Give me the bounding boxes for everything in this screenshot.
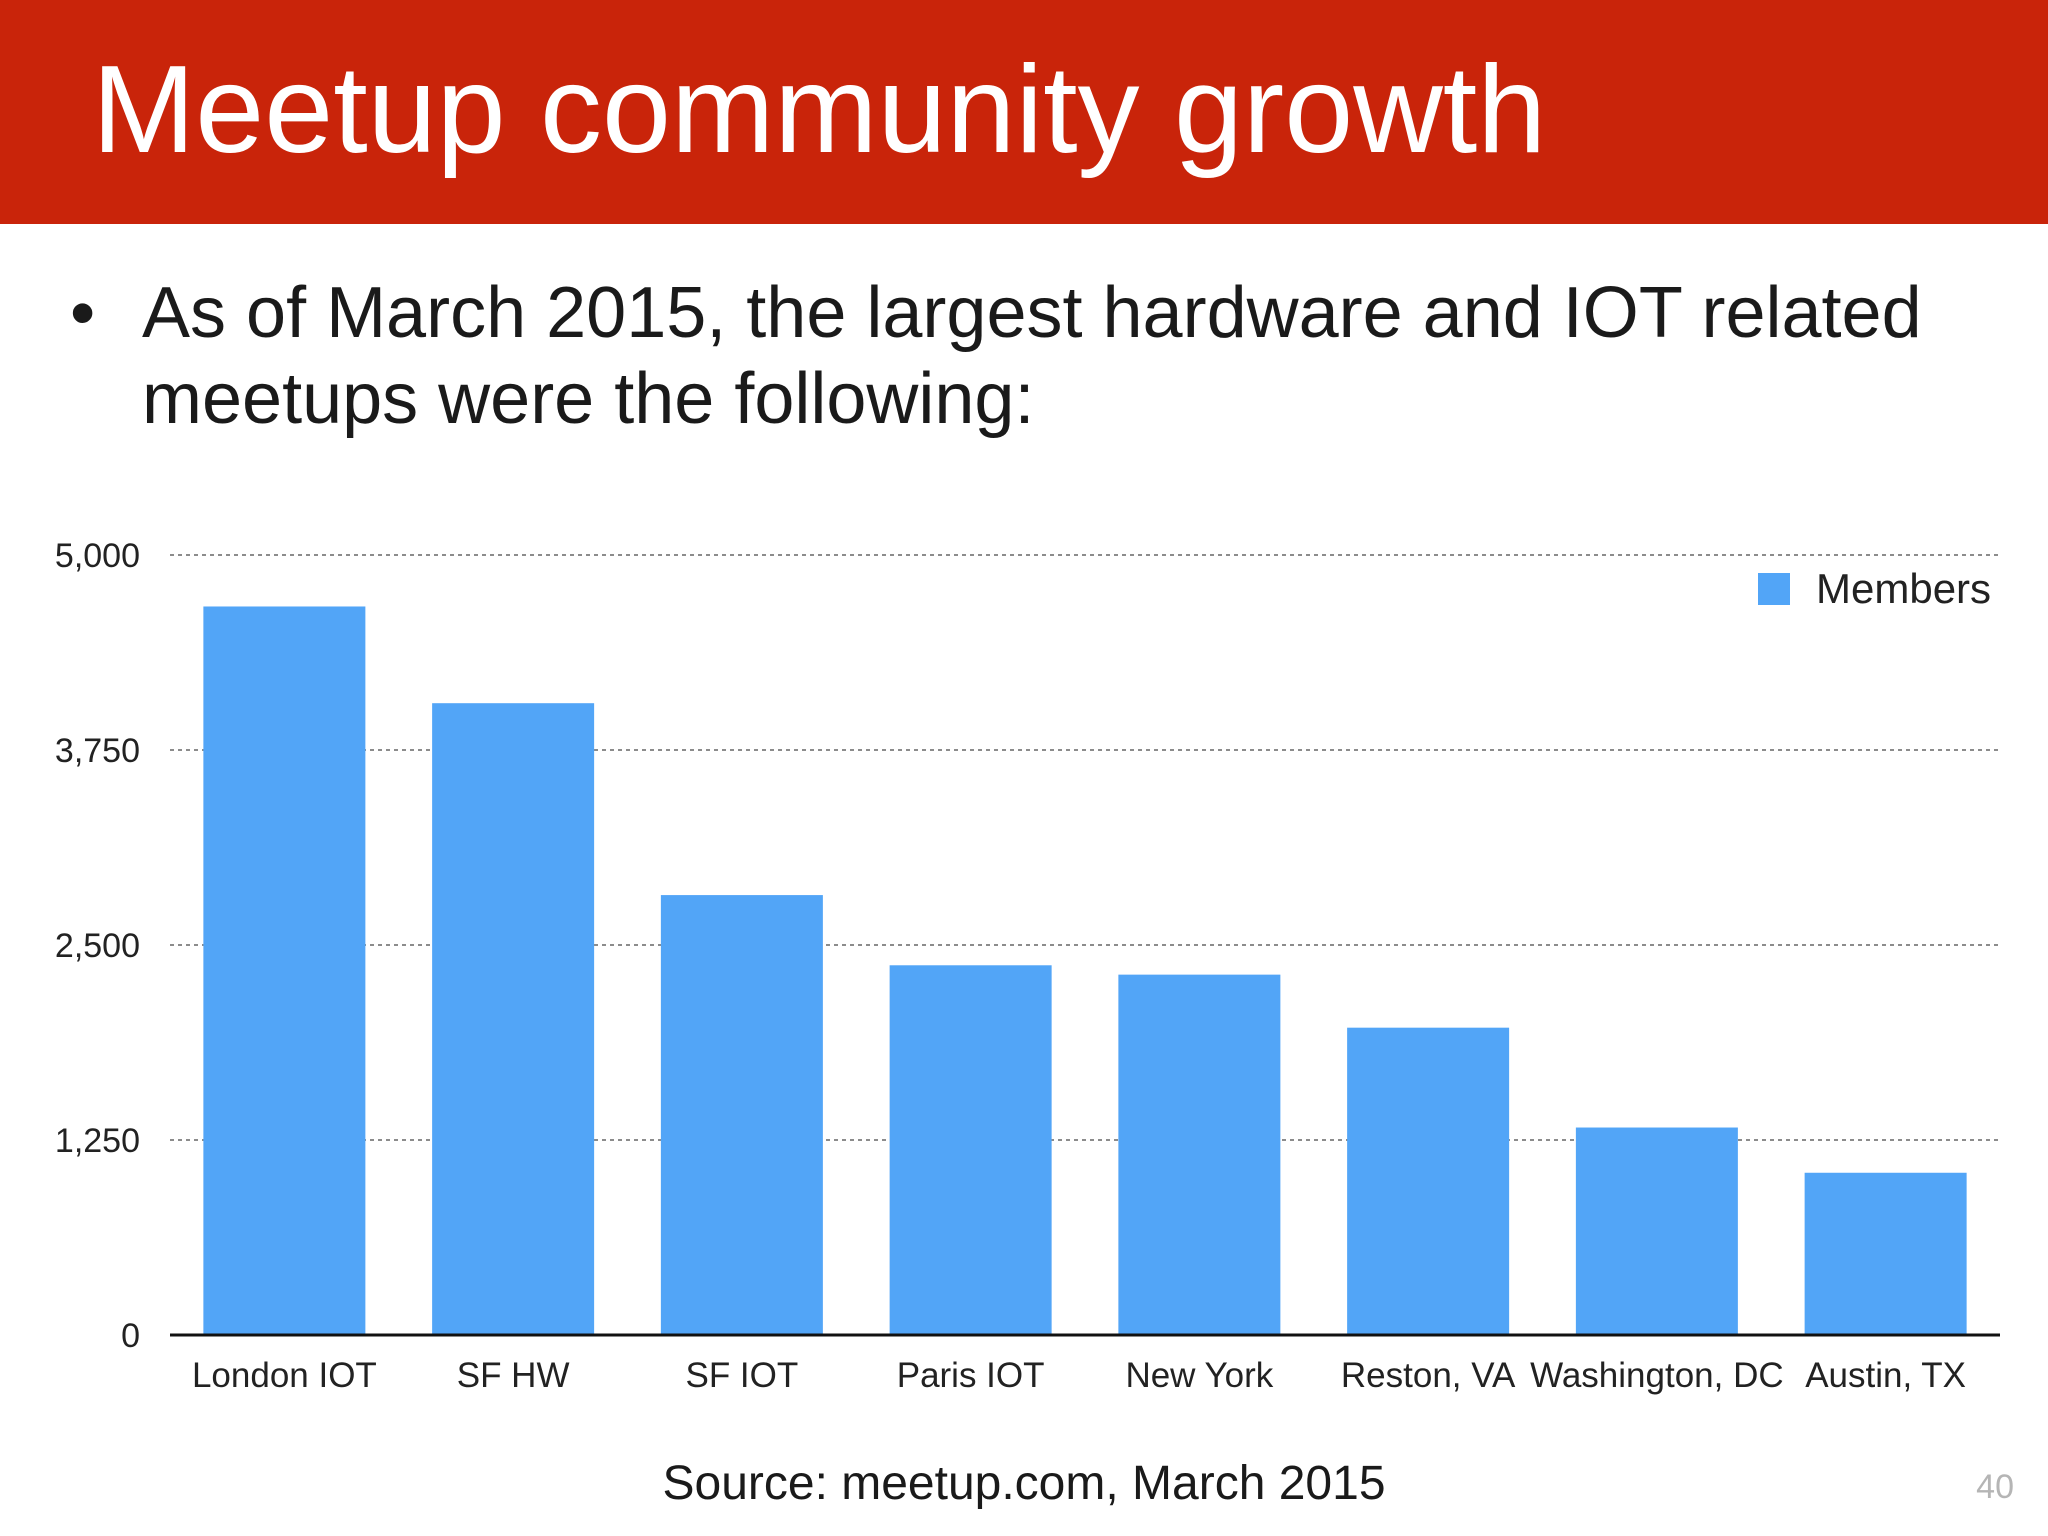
y-tick-label: 1,250 <box>55 1122 140 1160</box>
y-tick-label: 2,500 <box>55 927 140 965</box>
bullet-text: As of March 2015, the largest hardware a… <box>142 273 1922 439</box>
legend-label: Members <box>1816 565 1991 612</box>
bar <box>1804 1172 1967 1335</box>
title-bar: Meetup community growth <box>0 0 2048 224</box>
bar <box>432 703 595 1335</box>
y-tick-label: 0 <box>121 1317 140 1355</box>
bar <box>1118 974 1281 1335</box>
x-tick-label: Paris IOT <box>897 1356 1045 1395</box>
slide-title: Meetup community growth <box>92 41 1547 179</box>
bar <box>203 606 366 1335</box>
x-tick-label: Austin, TX <box>1805 1356 1966 1395</box>
x-tick-label: Washington, DC <box>1530 1356 1784 1395</box>
page-number: 40 <box>1976 1468 2014 1506</box>
x-tick-label: Reston, VA <box>1341 1356 1516 1395</box>
source-note: Source: meetup.com, March 2015 <box>662 1457 1386 1510</box>
bar <box>1575 1127 1738 1335</box>
y-tick-label: 5,000 <box>55 537 140 575</box>
bullet-marker: • <box>70 273 96 353</box>
bar <box>660 895 823 1335</box>
bar <box>889 965 1052 1335</box>
x-tick-label: SF IOT <box>685 1356 798 1395</box>
x-tick-label: New York <box>1125 1356 1273 1395</box>
y-tick-label: 3,750 <box>55 732 140 770</box>
bar <box>1347 1027 1510 1335</box>
bar-chart: 0 1,250 2,500 3,750 5,000 London IOT SF HW SF I… <box>55 537 2000 1395</box>
legend-swatch <box>1758 573 1790 605</box>
x-tick-label: London IOT <box>192 1356 377 1395</box>
x-tick-label: SF HW <box>457 1356 570 1395</box>
